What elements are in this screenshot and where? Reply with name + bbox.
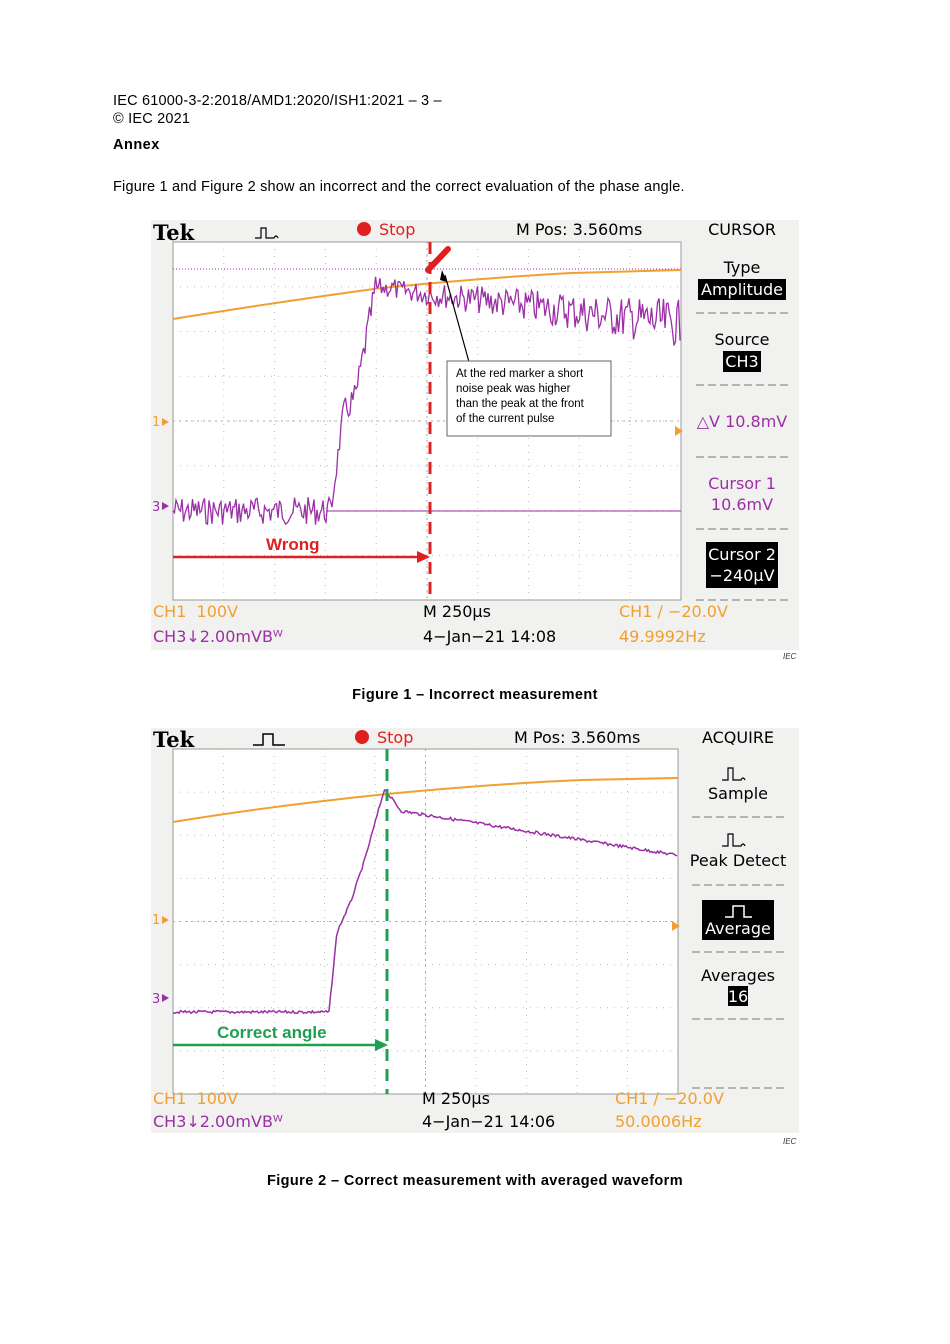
ch3-marker-arrow-icon	[162, 502, 169, 510]
m-pos: M Pos: 3.560ms	[516, 220, 642, 239]
averages-label[interactable]: Averages	[701, 966, 775, 985]
type-label[interactable]: Type	[723, 258, 761, 277]
tek-logo: Tek	[153, 728, 195, 752]
ch1-marker: 1	[152, 913, 160, 928]
ch3-marker: 3	[152, 992, 160, 1007]
peak-detect-icon	[722, 833, 746, 847]
wrong-arrowhead	[417, 551, 430, 563]
menu-title: ACQUIRE	[702, 728, 774, 747]
sample-icon	[722, 767, 746, 781]
peak-detect-icon	[255, 227, 279, 239]
callout-line: than the peak at the front	[456, 398, 585, 410]
timebase: M 250µs	[422, 1089, 490, 1108]
figure-2-caption: Figure 2 – Correct measurement with aver…	[266, 1173, 684, 1189]
average-mode-icon	[253, 733, 285, 746]
run-status: Stop	[379, 220, 415, 239]
ch1-scale: CH1 100V	[153, 1089, 238, 1108]
frequency: 49.9992Hz	[619, 627, 706, 646]
stop-indicator-icon	[355, 730, 369, 744]
annex-heading: Annex	[113, 137, 160, 153]
ch3-scale: CH3↓2.00mVBᵂ	[153, 1112, 283, 1131]
cursor-1-value: 10.6mV	[711, 495, 773, 514]
correct-arrowhead	[375, 1039, 388, 1051]
ch3-current-trace	[172, 276, 681, 526]
acquire-menu: ACQUIRE Sample Peak Detect Average Avera…	[690, 728, 787, 1089]
frequency: 50.0006Hz	[615, 1112, 702, 1131]
peak-detect-option[interactable]: Peak Detect	[690, 851, 786, 870]
callout-arrowhead	[440, 270, 447, 282]
average-icon	[725, 905, 752, 918]
trigger-level-icon	[672, 921, 680, 931]
ch3-current-trace	[172, 789, 678, 1015]
delta-readout: △V 10.8mV	[697, 412, 788, 431]
figure-2-oscilloscope: Tek ← Stop M Pos: 3.560ms Cor	[151, 728, 799, 1133]
run-status: Stop	[377, 728, 413, 747]
copyright: © IEC 2021	[113, 111, 191, 127]
trigger-setting: CH1 ∕ −20.0V	[619, 602, 728, 621]
stop-indicator-icon	[357, 222, 371, 236]
intro-paragraph: Figure 1 and Figure 2 show an incorrect …	[113, 179, 685, 195]
callout-line: At the red marker a short	[456, 368, 584, 380]
callout-line: noise peak was higher	[456, 383, 571, 395]
callout-box	[446, 360, 612, 437]
ch1-marker: 1	[152, 415, 160, 430]
m-pos: M Pos: 3.560ms	[514, 728, 640, 747]
tek-logo: Tek	[153, 220, 195, 245]
averages-value: 16	[728, 987, 748, 1006]
source-value[interactable]: CH3	[725, 352, 758, 371]
graticule	[172, 748, 679, 1095]
source-label[interactable]: Source	[715, 330, 770, 349]
iec-mark: IEC	[783, 652, 797, 661]
menu-title: CURSOR	[708, 220, 776, 239]
average-option[interactable]: Average	[705, 919, 771, 938]
type-value[interactable]: Amplitude	[701, 280, 783, 299]
ch1-scale: CH1 100V	[153, 602, 238, 621]
cursor-2-value: −240µV	[709, 566, 774, 585]
ch3-marker-arrow-icon	[162, 994, 169, 1002]
ch3-marker: 3	[152, 500, 160, 515]
trigger-setting: CH1 ∕ −20.0V	[615, 1089, 724, 1108]
date-time: 4−Jan−21 14:06	[422, 1112, 555, 1131]
callout-pointer	[444, 274, 470, 363]
ch1-marker-arrow-icon	[162, 418, 169, 426]
cursor-menu: CURSOR Type Amplitude Source CH3 △V 10.8…	[696, 220, 791, 601]
date-time: 4−Jan−21 14:08	[423, 627, 556, 646]
wrong-label: Wrong	[266, 535, 320, 554]
standard-reference: IEC 61000-3-2:2018/AMD1:2020/ISH1:2021 –…	[113, 93, 442, 109]
ch1-marker-arrow-icon	[162, 916, 169, 924]
iec-mark: IEC	[783, 1137, 797, 1146]
callout-line: of the current pulse	[456, 413, 554, 425]
timebase: M 250µs	[423, 602, 491, 621]
correct-angle-label: Correct angle	[217, 1023, 327, 1042]
figure-1-oscilloscope: Tek ← Stop M Pos: 3.560ms	[151, 220, 799, 650]
ch3-scale: CH3↓2.00mVBᵂ	[153, 627, 283, 646]
document-header: IEC 61000-3-2:2018/AMD1:2020/ISH1:2021 –…	[113, 92, 442, 128]
sample-option[interactable]: Sample	[708, 784, 768, 803]
figure-1-caption: Figure 1 – Incorrect measurement	[352, 687, 598, 703]
cursor-2-label[interactable]: Cursor 2	[708, 545, 776, 564]
noise-peak-highlight	[425, 246, 451, 273]
trigger-level-icon	[675, 426, 683, 436]
cursor-1-label[interactable]: Cursor 1	[708, 474, 776, 493]
